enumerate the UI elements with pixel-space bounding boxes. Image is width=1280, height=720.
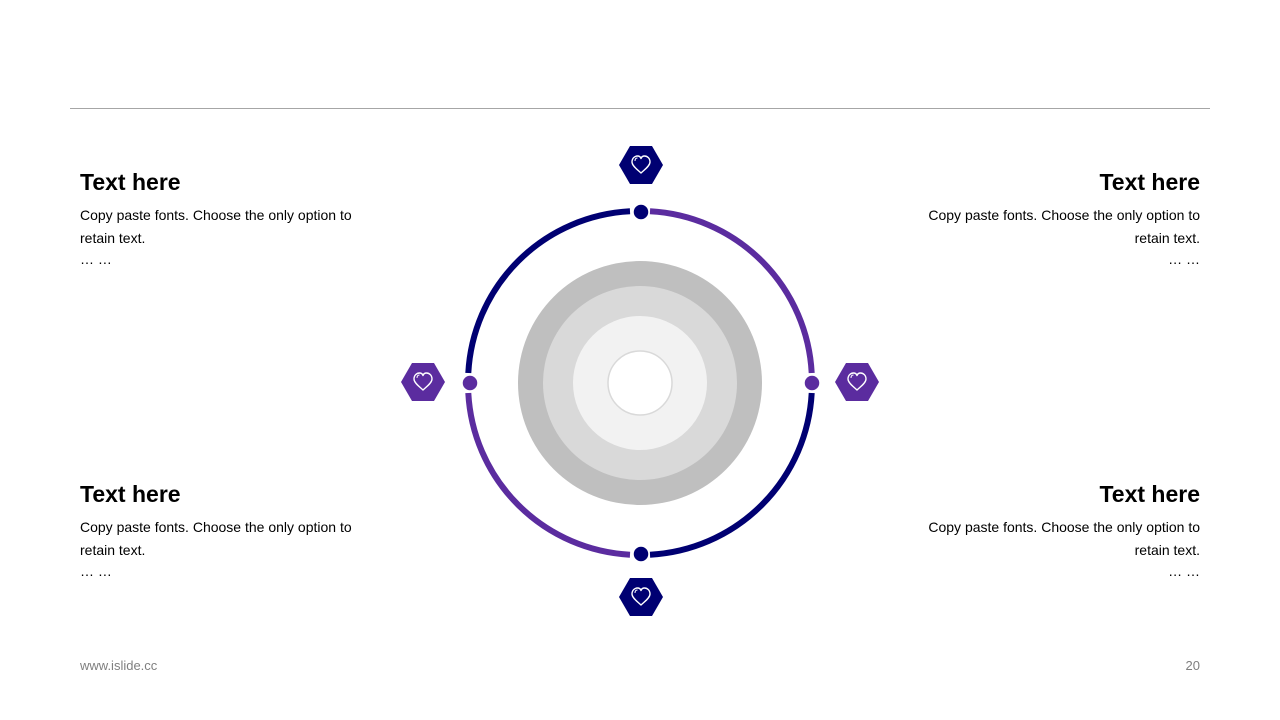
block-ellipsis: … … [80,251,112,267]
text-block-bottom-right: Text here Copy paste fonts. Choose the o… [900,480,1200,580]
block-ellipsis: … … [1168,251,1200,267]
hexagon-left [401,363,445,401]
text-block-top-left: Text here Copy paste fonts. Choose the o… [80,168,380,268]
block-title: Text here [1099,169,1200,195]
block-title: Text here [80,169,181,195]
hexagon-right [835,363,879,401]
block-title: Text here [1099,481,1200,507]
block-body: Copy paste fonts. Choose the only option… [80,207,352,246]
text-block-top-right: Text here Copy paste fonts. Choose the o… [900,168,1200,268]
page-number: 20 [1185,658,1200,673]
header-divider [70,108,1210,109]
block-ellipsis: … … [1168,563,1200,579]
arc-bottom-right [649,392,815,558]
hexagon-top [619,146,663,184]
arc-top-right [649,208,815,374]
node-dot-right [803,374,821,392]
block-title: Text here [80,481,181,507]
footer-website: www.islide.cc [80,658,158,673]
arc-bottom-left [465,392,631,558]
node-dot-left [461,374,479,392]
block-body: Copy paste fonts. Choose the only option… [928,207,1200,246]
node-dot-top [632,203,650,221]
block-body: Copy paste fonts. Choose the only option… [928,519,1200,558]
arc-top-left [465,208,631,374]
node-dot-bottom [632,545,650,563]
block-body: Copy paste fonts. Choose the only option… [80,519,352,558]
block-ellipsis: … … [80,563,112,579]
text-block-bottom-left: Text here Copy paste fonts. Choose the o… [80,480,380,580]
center-circle [607,350,673,416]
hexagon-bottom [619,578,663,616]
